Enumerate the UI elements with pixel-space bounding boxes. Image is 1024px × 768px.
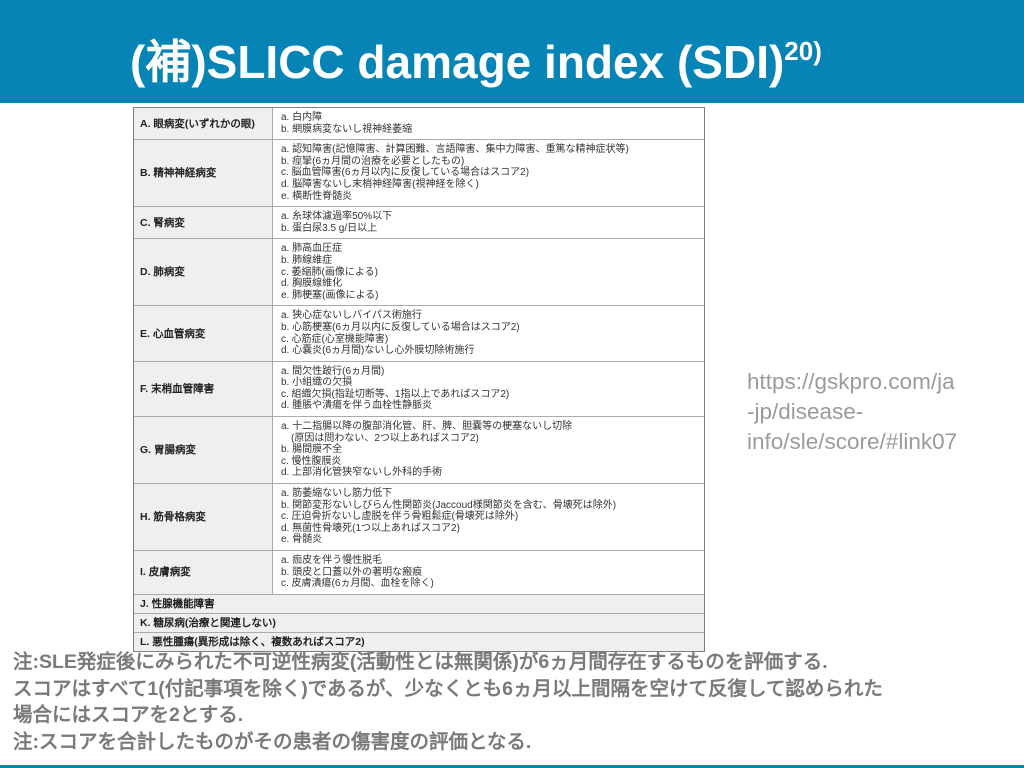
row-item: c. 圧迫骨折ないし虚脱を伴う骨粗鬆症(骨壊死は除外)	[281, 511, 519, 523]
table-row: C. 腎病変 a. 糸球体濾過率50%以下 b. 蛋白尿3.5 g/日以上	[134, 206, 704, 239]
row-item: c. 皮膚潰瘍(6ヵ月間、血栓を除く)	[281, 578, 434, 590]
row-label: J. 性腺機能障害	[134, 594, 704, 613]
title-superscript: 20)	[784, 36, 822, 66]
row-item: d. 胸膜線維化	[281, 278, 343, 290]
row-item: b. 肺線維症	[281, 254, 333, 266]
row-item: b. 蛋白尿3.5 g/日以上	[281, 222, 378, 234]
row-item: a. 白内障	[281, 112, 323, 123]
row-item: d. 腫脹や潰瘍を伴う血栓性静脈炎	[281, 400, 433, 412]
row-item: c. 慢性腹膜炎	[281, 455, 342, 467]
row-label: D. 肺病変	[134, 239, 273, 306]
row-item: d. 脳障害ないし末梢神経障害(視神経を除く)	[281, 178, 479, 190]
table-row: G. 胃腸病変 a. 十二指腸以降の腹部消化管、肝、脾、胆嚢等の梗塞ないし切除 (…	[134, 416, 704, 484]
row-item: b. 腸間膜不全	[281, 444, 343, 456]
row-item: b. 小組織の欠損	[281, 377, 353, 389]
row-items: a. 認知障害(記憶障害、計算困難、言語障害、集中力障害、重篤な精神症状等) b.…	[273, 140, 704, 206]
sdi-table: A. 眼病変(いずれかの眼) a. 白内障 b. 網膜病変ないし視神経萎縮 B. 精神…	[133, 107, 705, 652]
row-item: d. 無菌性骨壊死(1つ以上あればスコア2)	[281, 522, 460, 534]
table-row: J. 性腺機能障害	[134, 593, 704, 613]
table-row: L. 悪性腫瘍(異形成は除く、複数あればスコア2)	[134, 631, 704, 651]
table-row: H. 筋骨格病変 a. 筋萎縮ないし筋力低下 b. 関節変形ないしびらん性関節炎(J…	[134, 483, 704, 550]
bottom-accent-strip	[0, 765, 1024, 768]
table-row: F. 末梢血管障害 a. 間欠性跛行(6ヵ月間) b. 小組織の欠損 c. 組織欠損(…	[134, 360, 704, 417]
row-label: H. 筋骨格病変	[134, 484, 273, 550]
row-items: a. 間欠性跛行(6ヵ月間) b. 小組織の欠損 c. 組織欠損(指趾切断等、1指以…	[273, 362, 704, 416]
row-item: b. 網膜病変ないし視神経萎縮	[281, 123, 413, 135]
row-label: I. 皮膚病変	[134, 551, 273, 594]
row-items: a. 糸球体濾過率50%以下 b. 蛋白尿3.5 g/日以上	[273, 207, 704, 238]
row-item: a. 間欠性跛行(6ヵ月間)	[281, 365, 385, 377]
table-row: I. 皮膚病変 a. 痂皮を伴う慢性脱毛 b. 頭皮と口蓋以外の著明な瘢痕 c. 皮膚…	[134, 550, 704, 594]
row-item: b. 痙攣(6ヵ月間の治療を必要としたもの)	[281, 155, 465, 167]
row-item: e. 肺梗塞(画像による)	[281, 289, 379, 301]
row-item: d. 心嚢炎(6ヵ月間)ないし心外膜切除術施行	[281, 345, 475, 357]
row-item: d. 上部消化管狭窄ないし外科的手術	[281, 467, 443, 479]
page-title-text: (補)SLICC damage index (SDI)	[130, 36, 785, 88]
row-label: C. 腎病変	[134, 207, 273, 239]
row-items: a. 痂皮を伴う慢性脱毛 b. 頭皮と口蓋以外の著明な瘢痕 c. 皮膚潰瘍(6ヵ月間…	[273, 551, 704, 594]
row-item: a. 筋萎縮ないし筋力低下	[281, 488, 393, 500]
row-item: b. 頭皮と口蓋以外の著明な瘢痕	[281, 566, 423, 578]
notes-text: 注:SLE発症後にみられた不可逆性病変(活動性とは無関係)が6ヵ月間存在するもの…	[13, 651, 883, 753]
table-row: E. 心血管病変 a. 狭心症ないしバイパス術施行 b. 心筋梗塞(6ヵ月以内に反復…	[134, 305, 704, 361]
table-row: B. 精神神経病変 a. 認知障害(記憶障害、計算困難、言語障害、集中力障害、重篤…	[134, 139, 704, 207]
row-label: G. 胃腸病変	[134, 417, 273, 484]
table-row: D. 肺病変 a. 肺高血圧症 b. 肺線維症 c. 萎縮肺(画像による) d. 胸膜線…	[134, 238, 704, 306]
row-label: E. 心血管病変	[134, 306, 273, 361]
page-title: (補)SLICC damage index (SDI)20)	[130, 26, 822, 92]
row-label: F. 末梢血管障害	[134, 361, 273, 417]
row-item: b. 関節変形ないしびらん性関節炎(Jaccoud様関節炎を含む、骨壊死は除外)	[281, 499, 617, 511]
reference-url: https://gskpro.com/ja -jp/disease- info/…	[747, 369, 958, 454]
row-item: c. 萎縮肺(画像による)	[281, 266, 378, 278]
row-items: a. 筋萎縮ないし筋力低下 b. 関節変形ないしびらん性関節炎(Jaccoud様関…	[273, 484, 704, 550]
row-label: A. 眼病変(いずれかの眼)	[134, 108, 273, 140]
row-item: a. 痂皮を伴う慢性脱毛	[281, 555, 383, 566]
row-items: a. 白内障 b. 網膜病変ないし視神経萎縮	[273, 108, 704, 139]
row-item: a. 肺高血圧症	[281, 243, 343, 255]
table-row: A. 眼病変(いずれかの眼) a. 白内障 b. 網膜病変ないし視神経萎縮	[134, 108, 704, 140]
row-item: c. 心筋症(心室機能障害)	[281, 333, 389, 345]
row-item: b. 心筋梗塞(6ヵ月以内に反復している場合はスコア2)	[281, 321, 520, 333]
row-item: c. 組織欠損(指趾切断等、1指以上であればスコア2)	[281, 388, 510, 400]
row-item: a. 十二指腸以降の腹部消化管、肝、脾、胆嚢等の梗塞ないし切除 (原因は問わない…	[281, 421, 573, 444]
title-band: (補)SLICC damage index (SDI)20)	[0, 0, 1024, 103]
table-row: K. 糖尿病(治療と関連しない)	[134, 612, 704, 632]
row-item: a. 狭心症ないしバイパス術施行	[281, 310, 422, 322]
row-item: a. 認知障害(記憶障害、計算困難、言語障害、集中力障害、重篤な精神症状等)	[281, 144, 629, 156]
row-label: B. 精神神経病変	[134, 140, 273, 207]
row-label: K. 糖尿病(治療と関連しない)	[134, 613, 704, 632]
row-items: a. 狭心症ないしバイパス術施行 b. 心筋梗塞(6ヵ月以内に反復している場合はス…	[273, 306, 704, 360]
row-label: L. 悪性腫瘍(異形成は除く、複数あればスコア2)	[134, 632, 704, 651]
row-item: e. 骨髄炎	[281, 534, 323, 546]
row-items: a. 肺高血圧症 b. 肺線維症 c. 萎縮肺(画像による) d. 胸膜線維化 e. 肺…	[273, 239, 704, 305]
row-item: c. 脳血管障害(6ヵ月以内に反復している場合はスコア2)	[281, 167, 530, 179]
row-item: e. 横断性脊髄炎	[281, 190, 353, 202]
row-items: a. 十二指腸以降の腹部消化管、肝、脾、胆嚢等の梗塞ないし切除 (原因は問わない…	[273, 417, 704, 483]
row-item: a. 糸球体濾過率50%以下	[281, 211, 393, 223]
